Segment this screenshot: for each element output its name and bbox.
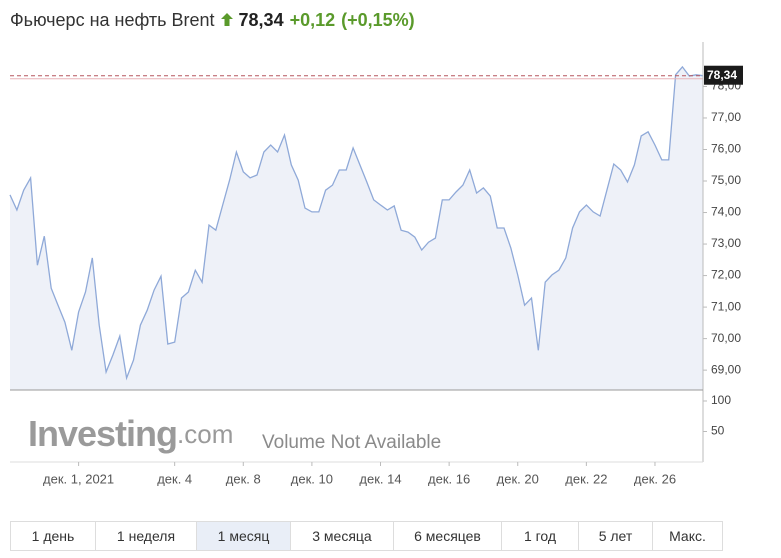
y-tick-label: 74,00	[711, 205, 741, 219]
x-tick-label: дек. 14	[359, 471, 401, 486]
change: +0,12	[289, 10, 336, 30]
watermark-main: Investing	[28, 413, 177, 454]
x-tick-label: дек. 1, 2021	[43, 471, 114, 486]
volume-note: Volume Not Available	[262, 432, 441, 453]
watermark-suffix: .com	[177, 419, 233, 449]
y-tick-label: 69,00	[711, 362, 741, 376]
x-tick-label: дек. 16	[428, 471, 470, 486]
range-button[interactable]: 1 день	[31, 528, 75, 544]
x-tick-label: дек. 8	[226, 471, 261, 486]
y-tick-label: 71,00	[711, 299, 741, 313]
price: 78,34	[238, 10, 284, 30]
chart: Investing.com Volume Not Available 69,00 70…	[9, 42, 743, 486]
x-tick-label: дек. 26	[634, 471, 676, 486]
volume-tick-label: 50	[711, 424, 725, 438]
y-tick-label: 77,00	[711, 110, 741, 124]
range-button[interactable]: 1 неделя	[95, 522, 196, 550]
up-arrow	[220, 13, 233, 26]
y-tick-label: 75,00	[711, 173, 741, 187]
range-button[interactable]: 5 лет	[578, 522, 652, 550]
range-button[interactable]: Макс.	[652, 522, 722, 550]
last-price-label: 78,34	[707, 68, 737, 82]
volume-tick-label: 100	[711, 393, 731, 407]
range-button[interactable]: 3 месяца	[290, 522, 393, 550]
y-tick-label: 70,00	[711, 331, 741, 345]
area	[10, 66, 703, 391]
y-tick-label: 73,00	[711, 236, 741, 250]
watermark: Investing.com	[28, 413, 233, 454]
x-tick-label: дек. 4	[157, 471, 192, 486]
x-tick-label: дек. 20	[497, 471, 539, 486]
y-tick-label: 76,00	[711, 142, 741, 156]
range-button[interactable]: 6 месяцев	[393, 522, 501, 550]
x-tick-label: дек. 10	[291, 471, 333, 486]
range-buttons: 1 день 1 неделя 1 месяц 3 месяца 6 месяц…	[10, 521, 723, 551]
last-price-box	[704, 65, 743, 85]
y-tick-label: 72,00	[711, 268, 741, 282]
price-line	[9, 65, 704, 381]
range-button[interactable]: 1 месяц	[196, 522, 290, 550]
header: Фьючерс на нефть Brent 78,34 +0,12 (+0,1…	[10, 10, 415, 31]
change-percent: (+0,15%)	[341, 10, 415, 30]
range-button[interactable]: 1 год	[501, 522, 578, 550]
x-tick-label: дек. 22	[565, 471, 607, 486]
title: Фьючерс на нефть Brent	[10, 10, 215, 30]
